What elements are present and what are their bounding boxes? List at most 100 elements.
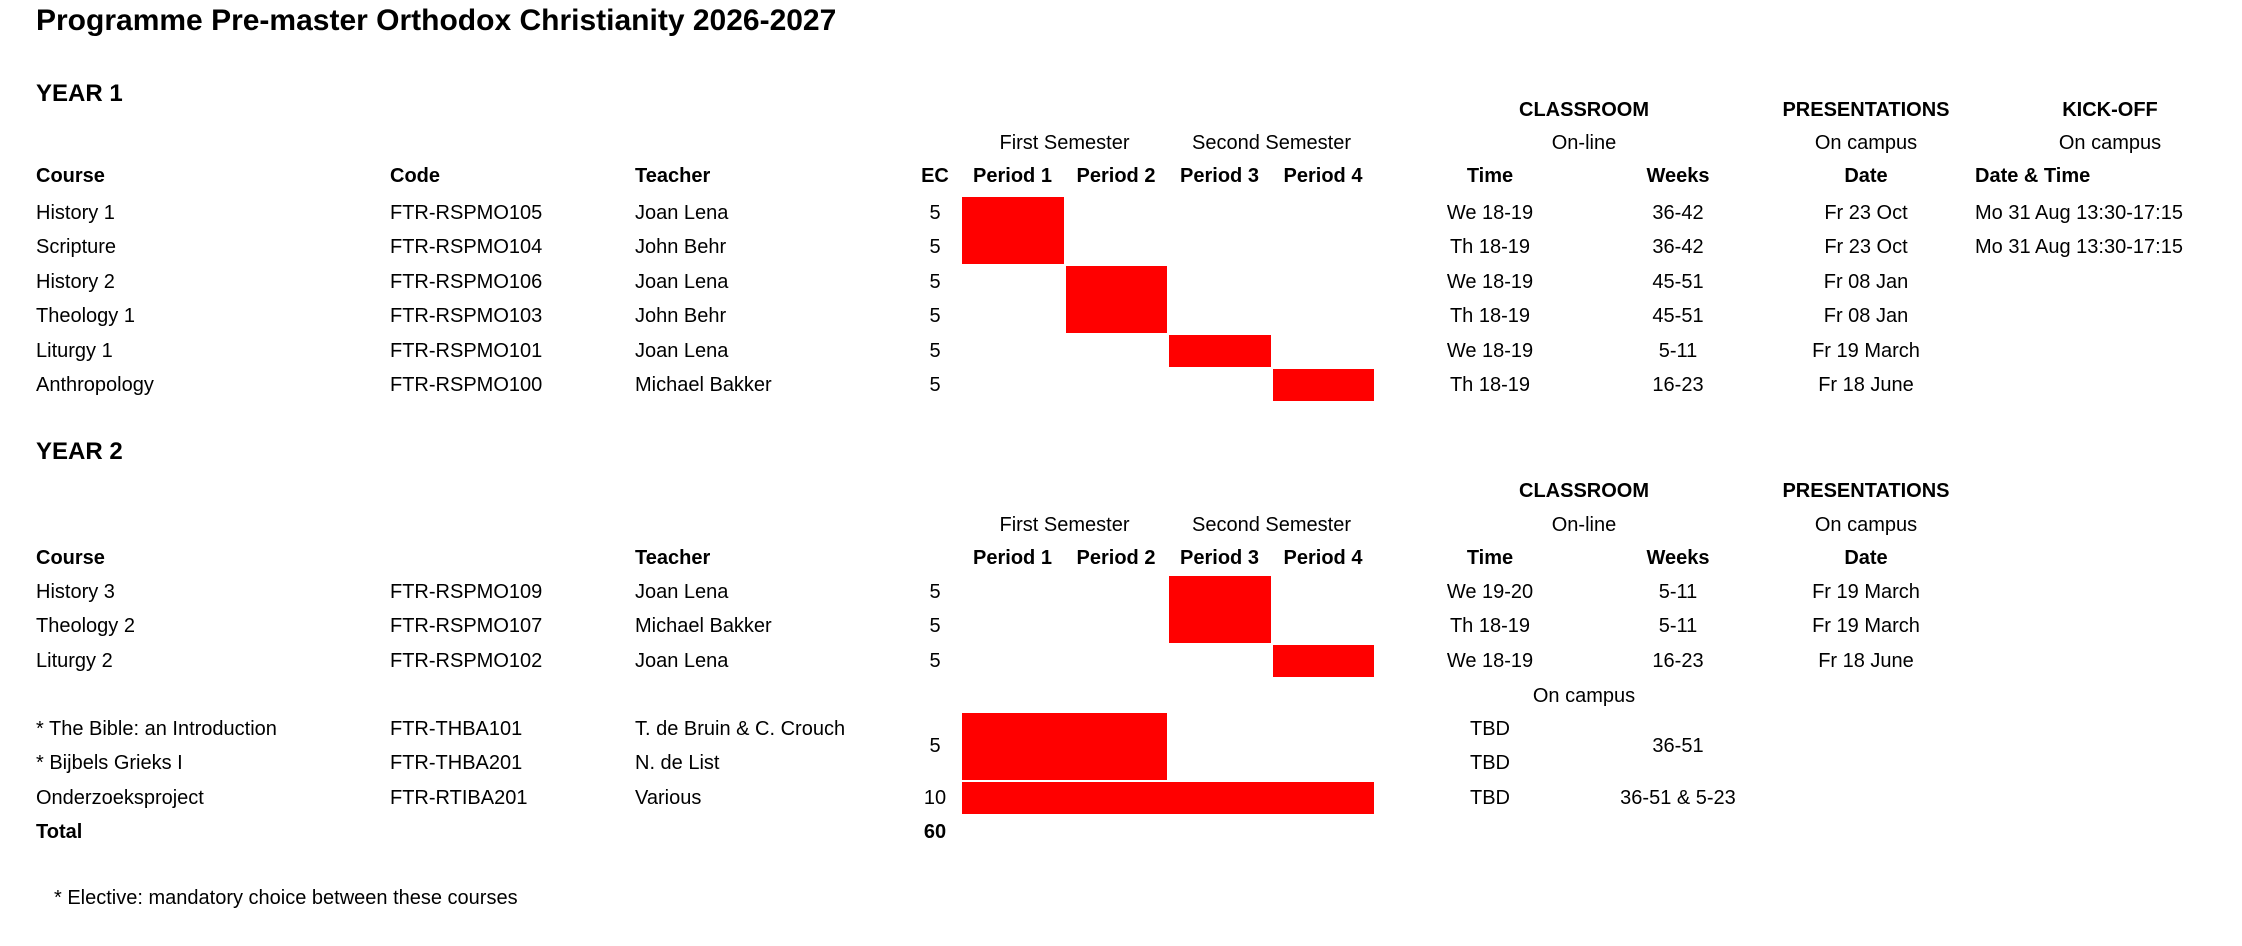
second-semester-label: Second Semester (1192, 132, 1351, 154)
course-ec: 10 (923, 786, 947, 809)
presentation-date: Fr 23 Oct (1824, 236, 1908, 259)
classroom-mode-label: On-line (1551, 514, 1617, 536)
year2-group-header-row: CLASSROOM PRESENTATIONS (0, 474, 2242, 508)
kickoff-datetime (1975, 334, 2242, 368)
course-name: History 2 (36, 270, 115, 293)
code-column-header: Code (390, 165, 440, 187)
course-name: Theology 1 (36, 305, 135, 328)
second-semester-label: Second Semester (1192, 514, 1351, 536)
kickoff-datetime: Mo 31 Aug 13:30-17:15 (1975, 236, 2183, 259)
table-row: Theology 1 FTR-RSPMO103 John Behr 5 Th 1… (0, 299, 2242, 333)
schedule-period-block (1272, 644, 1374, 678)
course-teacher: Michael Bakker (635, 615, 772, 638)
schedule-period-block (1169, 334, 1271, 367)
presentation-date: Fr 19 March (1812, 581, 1920, 603)
presentation-date: Fr 08 Jan (1823, 270, 1909, 293)
course-weeks: 36-42 (1652, 202, 1704, 224)
elective-footnote: * Elective: mandatory choice between the… (54, 887, 518, 909)
course-teacher: Michael Bakker (635, 374, 772, 396)
schedule-period-block (1272, 369, 1374, 402)
course-name: History 3 (36, 581, 115, 603)
period-header: Period 1 (973, 547, 1052, 569)
presentations-mode-label: On campus (1814, 514, 1918, 536)
course-name: Anthropology (36, 374, 154, 396)
course-ec: 5 (929, 236, 941, 259)
schedule-period-block (1169, 576, 1271, 643)
presentations-group-header: PRESENTATIONS (1782, 480, 1950, 502)
date-column-header: Date (1844, 165, 1888, 187)
year2-heading: YEAR 2 (36, 438, 123, 465)
course-code: FTR-RTIBA201 (390, 786, 528, 809)
course-code: FTR-RSPMO101 (390, 339, 543, 362)
teacher-column-header: Teacher (635, 547, 711, 569)
course-ec: 5 (929, 305, 941, 328)
period-header: Period 2 (1076, 547, 1156, 569)
course-time: TBD (1470, 786, 1510, 809)
course-ec: 5 (929, 615, 941, 638)
presentations-mode-label: On campus (1814, 132, 1918, 154)
page-title: Programme Pre-master Orthodox Christiani… (36, 4, 837, 37)
course-ec: 5 (929, 339, 941, 362)
course-code: FTR-RSPMO100 (390, 374, 543, 396)
course-time: We 18-19 (1446, 339, 1534, 362)
course-weeks: 36-51 & 5-23 (1620, 786, 1736, 809)
course-teacher: N. de List (635, 752, 720, 775)
course-column-header: Course (36, 165, 105, 187)
course-weeks: 45-51 (1652, 305, 1704, 328)
course-teacher: Joan Lena (635, 649, 729, 672)
course-weeks: 16-23 (1652, 649, 1704, 672)
presentation-date: Fr 08 Jan (1823, 305, 1909, 328)
course-time: Th 18-19 (1449, 615, 1531, 638)
weeks-column-header: Weeks (1646, 547, 1710, 569)
table-row: * Bijbels Grieks I FTR-THBA201 N. de Lis… (0, 746, 2242, 780)
course-time: TBD (1470, 718, 1510, 740)
year1-column-header-row: Course Code Teacher EC Time Weeks Date D… (0, 159, 2242, 193)
course-weeks: 16-23 (1652, 374, 1704, 396)
course-name: Liturgy 2 (36, 649, 113, 672)
kickoff-datetime: Mo 31 Aug 13:30-17:15 (1975, 202, 2183, 224)
period-header: Period 3 (1180, 165, 1259, 187)
time-column-header: Time (1466, 165, 1514, 187)
presentation-date: Fr 23 Oct (1824, 202, 1908, 224)
course-teacher: Joan Lena (635, 270, 729, 293)
table-row: History 3 FTR-RSPMO109 Joan Lena 5 We 19… (0, 575, 2242, 609)
period-header: Period 4 (1283, 547, 1363, 569)
course-weeks: 5-11 (1658, 581, 1698, 603)
presentations-group-header: PRESENTATIONS (1782, 99, 1950, 121)
presentation-date: Fr 18 June (1818, 649, 1914, 672)
year2-column-header-row: Course Teacher Time Weeks Date (0, 541, 2242, 575)
period-header: Period 4 (1283, 165, 1363, 187)
course-code: FTR-RSPMO104 (390, 236, 543, 259)
first-semester-label: First Semester (999, 132, 1130, 154)
course-teacher: Joan Lena (635, 581, 729, 603)
table-row: Liturgy 1 FTR-RSPMO101 Joan Lena 5 We 18… (0, 334, 2242, 368)
course-ec: 5 (929, 374, 941, 396)
course-teacher: Joan Lena (635, 339, 729, 362)
kickoff-mode-label: On campus (2058, 132, 2162, 154)
course-name: Theology 2 (36, 615, 135, 638)
period-header: Period 2 (1076, 165, 1156, 187)
year1-heading: YEAR 1 (36, 80, 123, 107)
course-ec: 5 (929, 270, 941, 293)
period-header: Period 3 (1180, 547, 1259, 569)
course-ec: 5 (929, 649, 941, 672)
project-row: Onderzoeksproject FTR-RTIBA201 Various 1… (0, 781, 2242, 815)
electives-shared-ec: 5 (929, 735, 941, 757)
total-label: Total (36, 821, 83, 844)
course-ec: 5 (929, 202, 941, 224)
course-time: We 18-19 (1446, 270, 1534, 293)
course-time: Th 18-19 (1449, 236, 1531, 259)
course-weeks: 36-42 (1652, 236, 1704, 259)
course-code: FTR-THBA201 (390, 752, 523, 775)
course-code: FTR-RSPMO107 (390, 615, 543, 638)
course-teacher: Joan Lena (635, 202, 729, 224)
schedule-period-block (962, 713, 1167, 780)
course-time: We 19-20 (1446, 581, 1534, 603)
course-code: FTR-RSPMO106 (390, 270, 543, 293)
year2-subheader-row: First Semester Second Semester On-line O… (0, 508, 2242, 542)
total-row: Total 60 (0, 815, 2242, 849)
kickoff-datetime (1975, 368, 2242, 402)
classroom-mode-label: On-line (1551, 132, 1617, 154)
total-ec: 60 (923, 821, 947, 844)
course-code: FTR-RSPMO103 (390, 305, 543, 328)
